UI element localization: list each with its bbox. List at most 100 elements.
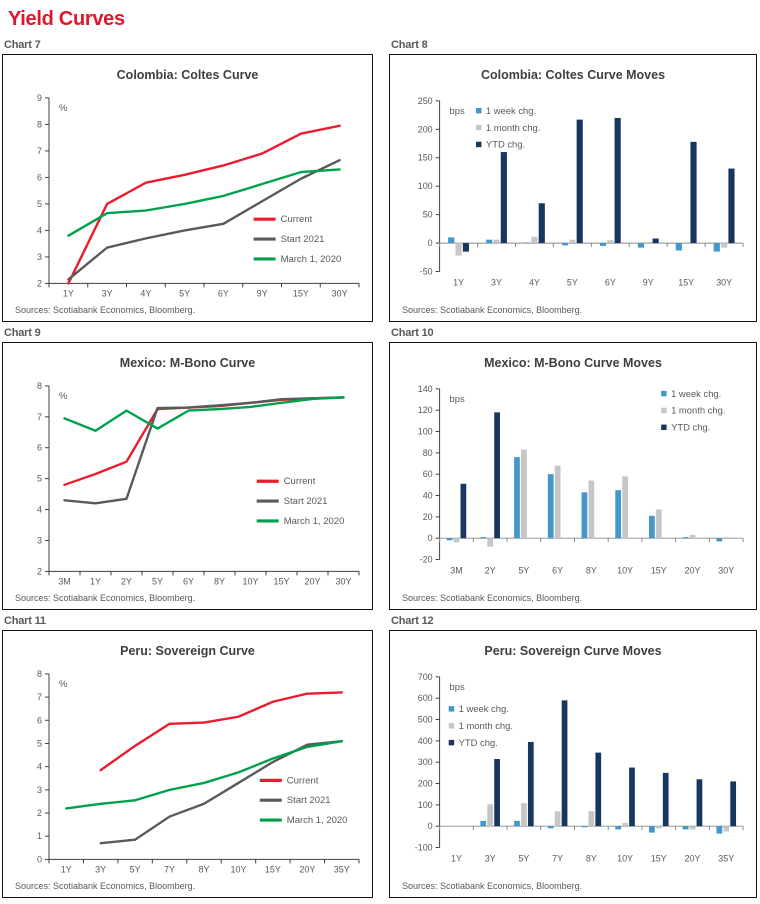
- chart-8-cell: Chart 8 Colombia: Coltes Curve Moves -50…: [389, 34, 757, 322]
- svg-text:15Y: 15Y: [651, 565, 667, 575]
- svg-text:5Y: 5Y: [518, 853, 529, 863]
- svg-text:-20: -20: [420, 554, 433, 564]
- chart-11-plot: 0 1 2 3 4 5 6 7 8% 1Y 3Y 5Y 7Y 8Y 10Y 15Y 20Y 35Y Current S…: [37, 669, 360, 874]
- svg-text:4: 4: [37, 762, 42, 772]
- chart-8-title: Colombia: Coltes Curve Moves: [480, 68, 666, 82]
- svg-text:0: 0: [428, 821, 433, 831]
- page-title: Yield Curves: [8, 8, 125, 30]
- svg-text:100: 100: [418, 181, 433, 191]
- svg-text:8: 8: [37, 381, 42, 391]
- svg-text:Current: Current: [281, 214, 313, 225]
- svg-text:3Y: 3Y: [102, 288, 113, 298]
- svg-text:1 week chg.: 1 week chg.: [486, 105, 536, 116]
- svg-text:1 month chg.: 1 month chg.: [486, 122, 540, 133]
- svg-text:4: 4: [37, 504, 42, 514]
- bar-series-1: [453, 449, 730, 547]
- svg-text:1Y: 1Y: [90, 576, 101, 586]
- svg-text:3Y: 3Y: [95, 864, 106, 874]
- svg-text:200: 200: [418, 124, 433, 134]
- svg-text:35Y: 35Y: [334, 864, 350, 874]
- chart-12-plot: -100 0 100 200 300 400 500 600 700 bps 1Y 3Y 5Y 7Y 8Y 1…: [415, 672, 744, 863]
- svg-text:700: 700: [418, 672, 433, 682]
- svg-text:0: 0: [428, 238, 433, 248]
- svg-text:bps: bps: [450, 393, 465, 404]
- svg-text:15Y: 15Y: [273, 576, 289, 586]
- line-series-2: [67, 168, 341, 237]
- svg-text:%: %: [59, 103, 68, 114]
- svg-text:5Y: 5Y: [567, 277, 578, 287]
- svg-text:20: 20: [423, 512, 433, 522]
- bar-series-2: [462, 117, 735, 252]
- chart-8-plot: -50 0 50 100 150 200 250 bps 1Y 3Y 4Y 5Y 6Y 9Y 15Y 30Y 1…: [418, 96, 744, 287]
- svg-text:2: 2: [37, 566, 42, 576]
- svg-text:4: 4: [37, 225, 42, 235]
- legend-swatch-2: [448, 739, 455, 746]
- svg-text:YTD chg.: YTD chg.: [671, 421, 710, 432]
- svg-text:8Y: 8Y: [214, 576, 225, 586]
- svg-text:1 week chg.: 1 week chg.: [671, 388, 721, 399]
- svg-text:2Y: 2Y: [485, 565, 496, 575]
- legend-swatch-1: [448, 722, 455, 729]
- chart-7-box: Colombia: Coltes Curve 2 3 4 5 6 7 8 9% 1Y 3Y 4Y 5Y…: [2, 54, 373, 322]
- legend-swatch-0: [476, 107, 482, 114]
- svg-text:bps: bps: [450, 105, 465, 116]
- svg-text:1 week chg.: 1 week chg.: [459, 703, 509, 714]
- svg-text:30Y: 30Y: [335, 576, 351, 586]
- svg-text:1Y: 1Y: [61, 864, 72, 874]
- svg-text:3: 3: [37, 535, 42, 545]
- svg-text:80: 80: [423, 448, 433, 458]
- legend-swatch-2: [476, 141, 482, 148]
- svg-text:5Y: 5Y: [130, 864, 141, 874]
- svg-text:8Y: 8Y: [199, 864, 210, 874]
- svg-text:30Y: 30Y: [332, 288, 348, 298]
- svg-text:7Y: 7Y: [552, 853, 563, 863]
- chart-10-box: Mexico: M-Bono Curve Moves -20 0 20 40 60 80 1…: [389, 342, 757, 610]
- svg-text:50: 50: [423, 209, 433, 219]
- line-series-1: [67, 158, 341, 281]
- svg-text:400: 400: [418, 736, 433, 746]
- svg-text:1 month chg.: 1 month chg.: [459, 720, 513, 731]
- chart-12-label: Chart 12: [391, 615, 434, 627]
- legend-swatch-1: [476, 124, 482, 131]
- svg-text:6: 6: [37, 172, 42, 182]
- svg-text:7: 7: [37, 692, 42, 702]
- svg-text:150: 150: [418, 153, 433, 163]
- chart-11-sources: Sources: Scotiabank Economics, Bloomberg…: [15, 881, 196, 892]
- chart-7-title: Colombia: Coltes Curve: [116, 68, 259, 82]
- chart-10-sources: Sources: Scotiabank Economics, Bloomberg…: [402, 593, 583, 604]
- svg-text:%: %: [59, 679, 68, 690]
- svg-text:10Y: 10Y: [230, 864, 246, 874]
- bar-series-1: [487, 803, 730, 832]
- line-series-1: [99, 739, 343, 845]
- svg-text:6Y: 6Y: [552, 565, 563, 575]
- svg-text:6: 6: [37, 715, 42, 725]
- svg-text:20Y: 20Y: [685, 565, 701, 575]
- chart-9-label: Chart 9: [4, 327, 41, 339]
- svg-text:5: 5: [37, 199, 42, 209]
- chart-11-label: Chart 11: [4, 615, 46, 627]
- svg-text:3: 3: [37, 252, 42, 262]
- svg-text:20Y: 20Y: [304, 576, 320, 586]
- chart-7-cell: Chart 7 Colombia: Coltes Curve 2 3 4 5 6 7 8 9%…: [2, 34, 373, 322]
- svg-text:5: 5: [37, 474, 42, 484]
- svg-text:15Y: 15Y: [678, 277, 694, 287]
- chart-7-plot: 2 3 4 5 6 7 8 9% 1Y 3Y 4Y 5Y 6Y 9Y 15Y 30Y Current Start …: [37, 93, 360, 298]
- svg-text:140: 140: [418, 384, 433, 394]
- svg-text:3M: 3M: [450, 565, 462, 575]
- svg-text:4Y: 4Y: [529, 277, 540, 287]
- chart-10-plot: -20 0 20 40 60 80 100 120 140 bps 3M 2Y 5Y 6Y 8Y 10Y 15Y…: [418, 384, 744, 575]
- svg-text:2: 2: [37, 278, 42, 288]
- svg-text:3Y: 3Y: [491, 277, 502, 287]
- svg-text:March 1, 2020: March 1, 2020: [281, 254, 342, 265]
- chart-11-box: Peru: Sovereign Curve 0 1 2 3 4 5 6 7 8% 1Y 3Y 5Y 7Y…: [2, 630, 373, 898]
- svg-text:Current: Current: [284, 476, 316, 487]
- svg-text:250: 250: [418, 96, 433, 106]
- svg-text:Current: Current: [287, 775, 319, 786]
- bar-series-0: [480, 820, 723, 834]
- svg-text:60: 60: [423, 469, 433, 479]
- chart-11-cell: Chart 11 Peru: Sovereign Curve 0 1 2 3 4 5 6 7 8…: [2, 610, 373, 898]
- chart-10-cell: Chart 10 Mexico: M-Bono Curve Moves -20 0…: [389, 322, 757, 610]
- svg-text:6Y: 6Y: [183, 576, 194, 586]
- line-series-2: [63, 395, 345, 432]
